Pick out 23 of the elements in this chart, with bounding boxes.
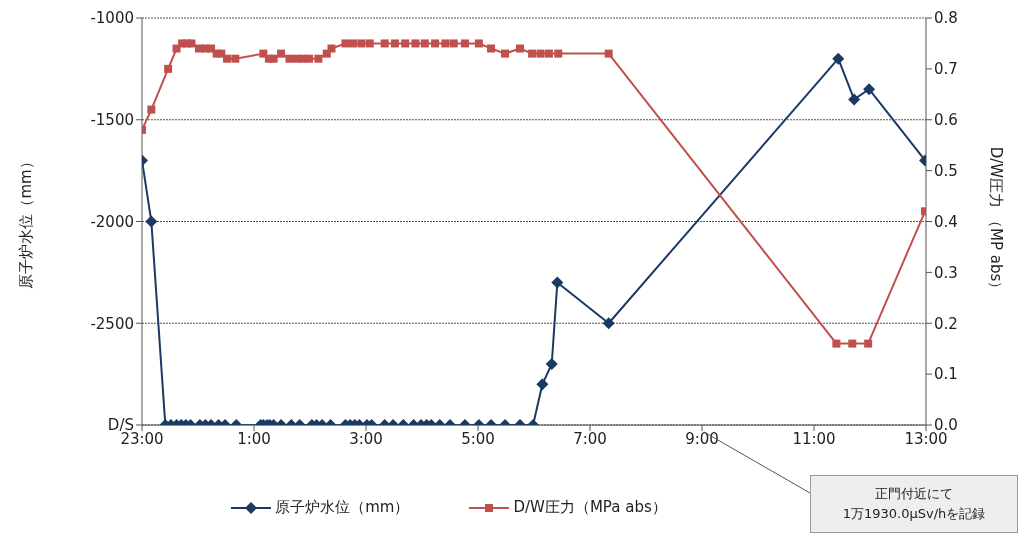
- x-tick-label: 5:00: [461, 429, 495, 448]
- y2-tick-label: 0.1: [934, 365, 958, 384]
- y-tick-label: -2500: [90, 314, 134, 333]
- y2-tick-label: 0.5: [934, 161, 958, 180]
- y2-tick-label: 0.3: [934, 263, 958, 282]
- x-tick-label: 7:00: [573, 429, 607, 448]
- y-tick-label: -2000: [90, 212, 134, 231]
- y2-tick-label: 0.7: [934, 60, 958, 79]
- y-tick-label: -1000: [90, 9, 134, 28]
- y-axis-title: 原子炉水位（mm）: [17, 154, 36, 289]
- x-tick-label: 11:00: [792, 429, 836, 448]
- y2-tick-label: 0.8: [934, 9, 958, 28]
- legend-label: D/W圧力（MPa abs）: [513, 498, 667, 517]
- y2-tick-label: 0.6: [934, 111, 958, 130]
- x-tick-label: 9:00: [685, 429, 719, 448]
- legend-label: 原子炉水位（mm）: [275, 498, 410, 517]
- y2-axis-title: D/W圧力 （MP abs）: [986, 146, 1005, 297]
- y-tick-label: -1500: [90, 111, 134, 130]
- x-tick-label: 1:00: [237, 429, 271, 448]
- y2-tick-label: 0.2: [934, 314, 958, 333]
- y2-tick-label: 0.4: [934, 212, 958, 231]
- x-tick-label: 3:00: [349, 429, 383, 448]
- text: 正門付近にて 1万1930.0μSv/hを記録: [810, 475, 1018, 533]
